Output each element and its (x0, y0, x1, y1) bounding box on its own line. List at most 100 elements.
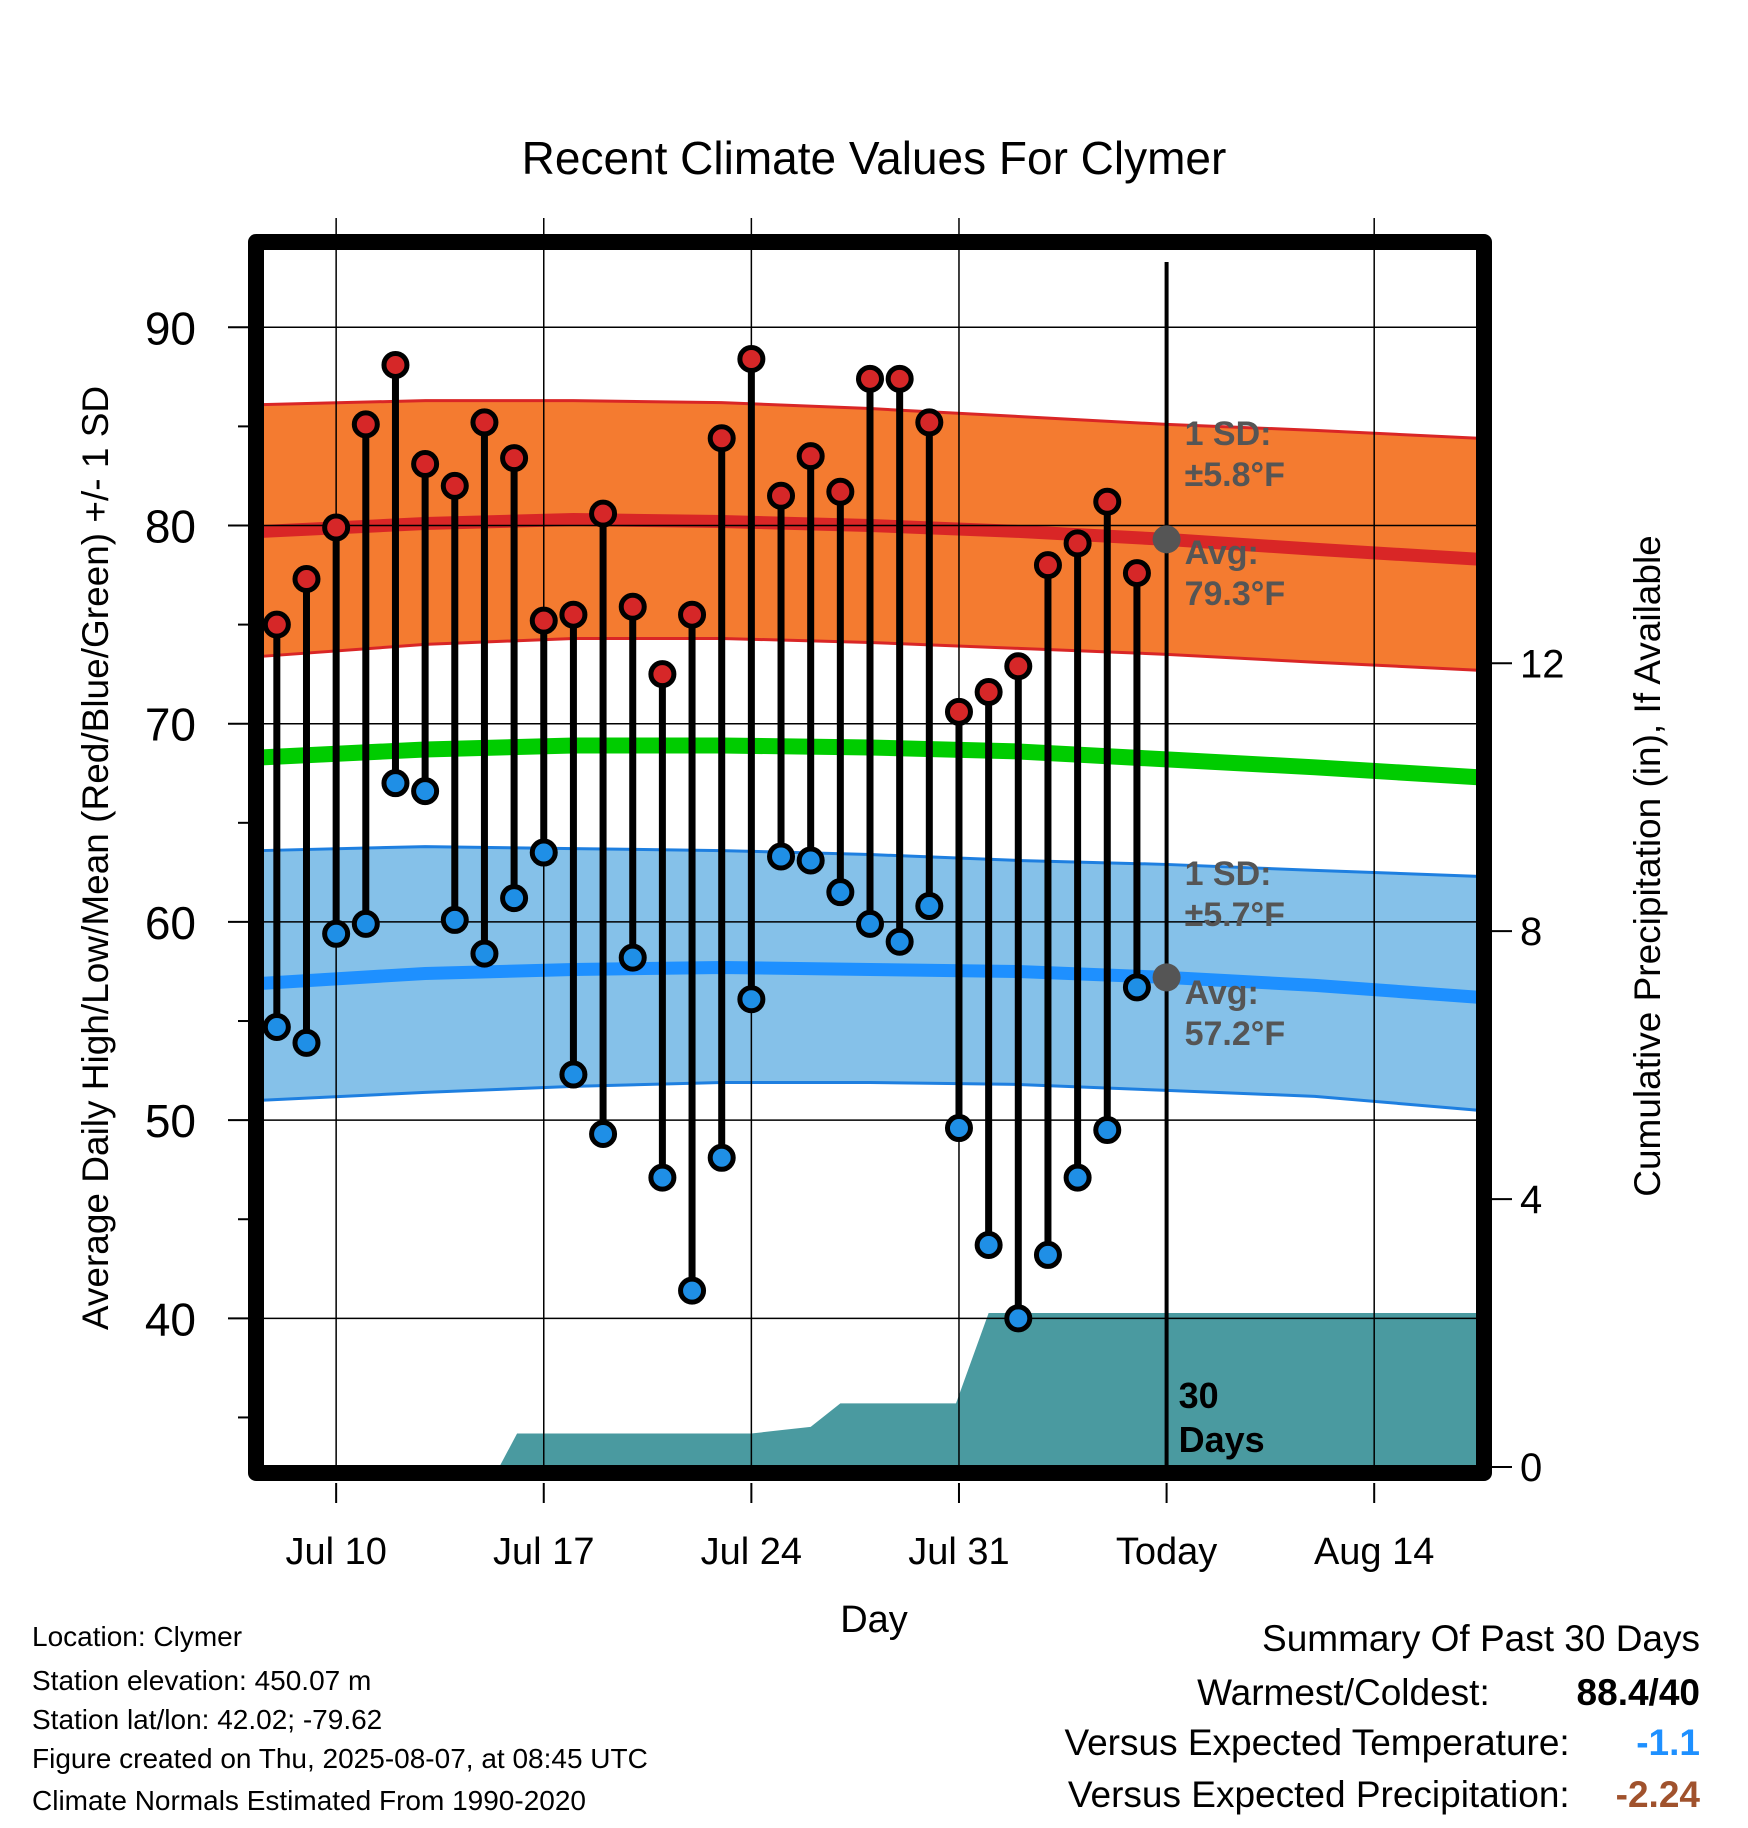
daily-low-marker (1004, 1304, 1033, 1333)
summary-precip-row: Versus Expected Precipitation: -2.24 (1068, 1774, 1700, 1816)
warmest-value: 88.4/40 (1576, 1672, 1700, 1713)
daily-low-marker (322, 919, 351, 948)
daily-high-marker (1033, 551, 1062, 580)
daily-high-marker (500, 444, 529, 473)
daily-high-marker (1004, 652, 1033, 681)
x-tick-label: Today (1116, 1531, 1217, 1573)
x-tick-label: Jul 24 (701, 1531, 802, 1573)
daily-high-marker (678, 600, 707, 629)
daily-high-marker (559, 600, 588, 629)
y-tick-label: 70 (145, 699, 196, 751)
x-tick-label: Aug 14 (1314, 1531, 1434, 1573)
daily-high-marker (737, 344, 766, 373)
daily-low-marker (1033, 1240, 1062, 1269)
precip-days-label-annotation: Days (1179, 1419, 1265, 1460)
x-axis-label: Day (840, 1599, 908, 1641)
summary-title: Summary Of Past 30 Days (1262, 1618, 1700, 1659)
daily-high-marker (856, 364, 884, 393)
daily-high-marker (707, 424, 736, 453)
daily-low-marker (470, 939, 499, 968)
low-sd-band (262, 846, 1478, 1111)
daily-low-marker (885, 927, 914, 956)
y-tick-label: 50 (145, 1095, 196, 1147)
warmest-label: Warmest/Coldest: (1197, 1672, 1490, 1713)
precip-deviation-value: -2.24 (1615, 1774, 1700, 1815)
low-average-line (261, 961, 1479, 1004)
daily-low-marker (351, 909, 380, 938)
daily-low-marker (737, 985, 766, 1014)
daily-low-marker (500, 884, 529, 913)
low-avg-annotation: Avg: (1185, 974, 1259, 1012)
y-tick-label: 90 (145, 302, 196, 354)
y2-tick-label: 12 (1520, 642, 1565, 686)
precip-deviation-label: Versus Expected Precipitation: (1067, 1774, 1570, 1815)
daily-low-marker (589, 1120, 618, 1149)
daily-high-marker (529, 606, 558, 635)
daily-high-marker (885, 364, 914, 393)
summary-warmest-row: Warmest/Coldest: 88.4/40 (1197, 1672, 1700, 1714)
daily-low-marker (767, 842, 796, 871)
station-latlon-text: Station lat/lon: 42.02; -79.62 (32, 1704, 383, 1735)
station-elevation-text: Station elevation: 450.07 m (32, 1665, 372, 1696)
daily-high-marker (411, 450, 440, 479)
low-sd-value-annotation: ±5.7°F (1185, 896, 1285, 934)
daily-low-marker (974, 1231, 1003, 1260)
daily-low-marker (1093, 1116, 1122, 1145)
daily-low-marker (826, 878, 855, 907)
daily-low-marker (707, 1143, 736, 1172)
daily-high-marker (944, 697, 973, 726)
daily-high-marker (1122, 559, 1151, 588)
location-text: Location: Clymer (32, 1621, 243, 1652)
temp-deviation-label: Versus Expected Temperature: (1064, 1722, 1570, 1763)
y2-tick-label: 8 (1520, 910, 1542, 954)
daily-high-marker (322, 513, 351, 542)
high-avg-value-annotation: 79.3°F (1185, 575, 1286, 613)
y2-tick-label: 0 (1520, 1446, 1542, 1490)
daily-low-marker (559, 1060, 588, 1089)
daily-low-marker (648, 1163, 677, 1192)
y-axis-label: Average Daily High/Low/Mean (Red/Blue/Gr… (75, 386, 116, 1330)
high-avg-annotation: Avg: (1185, 534, 1259, 572)
climate-normals-text: Climate Normals Estimated From 1990-2020 (32, 1785, 586, 1816)
today-low-average-marker (1152, 963, 1181, 992)
daily-low-marker (915, 892, 944, 921)
x-tick-label: Jul 17 (493, 1531, 594, 1573)
low-avg-value-annotation: 57.2°F (1185, 1015, 1286, 1053)
temp-deviation-value: -1.1 (1636, 1722, 1700, 1763)
daily-high-marker (470, 408, 499, 437)
daily-high-marker (440, 471, 469, 500)
today-high-average-marker (1152, 525, 1181, 554)
figure-created-text: Figure created on Thu, 2025-08-07, at 08… (32, 1743, 648, 1774)
daily-high-marker (381, 350, 410, 379)
daily-high-marker (826, 477, 855, 506)
daily-low-marker (944, 1114, 973, 1143)
precip-days-annotation: 30 (1179, 1375, 1219, 1416)
high-sd-value-annotation: ±5.8°F (1185, 456, 1285, 494)
daily-low-marker (1063, 1163, 1092, 1192)
daily-low-marker (529, 838, 558, 867)
plot-frame (248, 234, 1492, 1481)
daily-low-marker (411, 777, 440, 806)
low-sd-band-lower-edge (261, 1080, 1479, 1112)
summary-temp-row: Versus Expected Temperature: -1.1 (1064, 1722, 1700, 1764)
daily-high-marker (351, 410, 380, 439)
high-sd-annotation: 1 SD: (1185, 415, 1272, 453)
y-tick-label: 80 (145, 500, 196, 552)
daily-high-marker (292, 565, 321, 594)
daily-high-marker (589, 499, 618, 528)
y-tick-label: 40 (145, 1293, 196, 1345)
daily-high-marker (262, 610, 291, 639)
daily-high-marker (1093, 487, 1122, 516)
daily-low-marker (381, 769, 410, 798)
x-tick-label: Jul 10 (285, 1531, 386, 1573)
y2-tick-label: 4 (1520, 1178, 1542, 1222)
daily-high-marker (796, 442, 825, 471)
daily-low-marker (292, 1028, 321, 1057)
daily-high-marker (767, 481, 796, 510)
daily-low-marker (796, 846, 825, 875)
daily-low-marker (678, 1276, 707, 1305)
daily-high-marker (618, 592, 647, 621)
daily-high-marker (915, 408, 944, 437)
daily-low-marker (618, 943, 647, 972)
daily-high-marker (974, 677, 1003, 706)
